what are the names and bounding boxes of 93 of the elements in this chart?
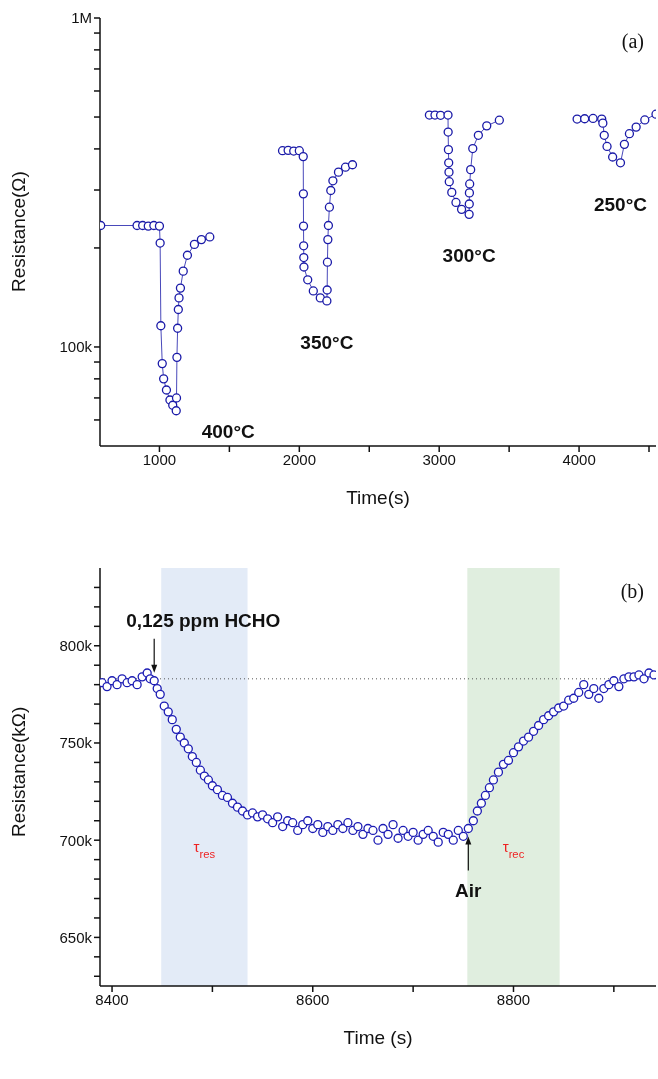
point [464,188,475,198]
x-tick-label: 8800 [496,990,531,1008]
point [298,189,309,199]
x-axis-title: Time(s) [346,487,410,508]
point [624,129,635,139]
point [323,220,334,231]
point [640,115,650,125]
point [175,283,186,293]
point [444,177,454,187]
band-label: τ$_{res}$ [193,838,216,861]
x-axis-title: Time (s) [343,1027,413,1048]
point [444,158,454,168]
point [298,221,309,231]
point [333,167,344,177]
point [161,385,172,395]
y-tick-label: 750k [59,734,93,752]
annotation: 250°C [593,193,648,215]
point [494,115,504,125]
point [456,204,467,215]
point [299,262,309,272]
annotation: Air [455,879,483,901]
point [443,110,453,120]
point [323,234,333,245]
annotation: (b) [620,580,644,603]
y-tick-label: 650k [59,928,93,946]
y-tick-label: 100k [59,338,93,356]
point [465,179,475,189]
annotation: 300°C [442,245,496,267]
point [155,238,165,248]
x-tick-label: 1000 [142,450,177,468]
point [599,130,609,140]
point [171,393,182,403]
point [631,122,641,132]
band-label: τ$_{rec}$ [502,838,525,861]
point [322,296,332,306]
point [174,293,184,303]
point [308,286,318,296]
point [328,176,338,186]
point [588,113,598,124]
point [299,241,309,251]
point [619,139,630,149]
point [447,187,457,198]
point [466,164,476,175]
point [171,406,181,416]
point [464,209,474,220]
annotation: (a) [621,30,644,53]
point [607,152,618,162]
x-tick-label: 4000 [562,450,596,468]
point [172,352,182,362]
point [322,257,333,267]
point [189,239,200,250]
point [468,143,478,154]
point [482,121,492,131]
point [173,304,183,315]
point [464,199,474,209]
point [615,158,626,168]
point [443,127,453,137]
x-tick-label: 2000 [282,450,317,468]
point [602,141,612,152]
point [326,185,336,196]
y-axis-title: Resistance(Ω) [7,171,29,292]
point [182,250,193,260]
point [205,232,215,242]
y-axis-title: Resistance(kΩ) [7,706,29,837]
point [154,221,165,231]
point [158,374,169,384]
y-tick-label: 1M [71,9,92,27]
point [444,167,454,177]
point [435,110,446,120]
point [298,151,308,162]
annotation: 0,125 ppm HCHO [126,609,281,631]
point [347,160,358,170]
y-tick-label: 700k [59,831,93,849]
point [172,323,183,333]
point [196,234,207,245]
x-tick-label: 8400 [95,990,129,1008]
point [443,144,454,155]
point [299,252,309,263]
point [156,321,166,331]
point [598,118,608,128]
point [473,130,484,140]
annotation: 400°C [201,421,256,442]
point [157,358,167,369]
point [324,202,335,212]
y-tick-label: 800k [59,637,93,655]
point [451,197,461,208]
point [580,114,590,124]
annotation: 350°C [300,331,354,353]
point [322,285,332,295]
x-tick-label: 8600 [296,990,330,1008]
x-tick-label: 3000 [422,450,456,468]
point [178,266,188,276]
point [303,275,313,285]
